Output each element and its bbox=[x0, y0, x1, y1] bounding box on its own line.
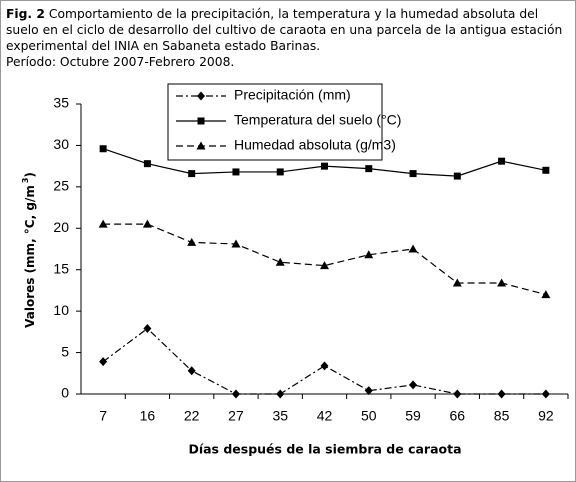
marker bbox=[497, 389, 506, 399]
marker bbox=[320, 261, 329, 270]
marker bbox=[197, 91, 205, 101]
y-label-part: Valores (mm, °C, g/m bbox=[23, 185, 37, 328]
marker bbox=[276, 389, 285, 399]
marker bbox=[187, 366, 196, 376]
legend-label: Humedad absoluta (g/m3) bbox=[234, 137, 396, 153]
y-label-sup: 3 bbox=[21, 178, 30, 184]
marker bbox=[321, 162, 328, 170]
marker bbox=[409, 380, 418, 390]
x-tick-label: 85 bbox=[494, 408, 510, 424]
y-tick-label: 0 bbox=[61, 385, 69, 401]
y-axis-label: Valores (mm, °C, g/m3) bbox=[21, 172, 37, 328]
series-line bbox=[103, 223, 547, 296]
x-tick-label: 66 bbox=[450, 408, 466, 424]
x-axis-label: Días después de la siembra de caraota bbox=[188, 442, 461, 457]
marker bbox=[98, 219, 108, 228]
x-tick-label: 7 bbox=[99, 408, 107, 424]
x-tick-label: 22 bbox=[184, 408, 200, 424]
marker bbox=[188, 170, 196, 178]
caption: Fig. 2 Comportamiento de la precipitació… bbox=[6, 6, 572, 70]
y-label-part: ) bbox=[23, 172, 37, 177]
y-tick-label: 25 bbox=[53, 178, 69, 194]
legend-label: Temperatura del suelo (°C) bbox=[234, 112, 401, 128]
marker bbox=[364, 250, 374, 259]
marker bbox=[453, 172, 461, 180]
marker bbox=[320, 361, 329, 371]
legend-label: Precipitación (mm) bbox=[234, 87, 351, 103]
x-tick-label: 16 bbox=[140, 408, 156, 424]
marker bbox=[409, 170, 417, 178]
marker bbox=[197, 117, 205, 125]
marker bbox=[452, 278, 462, 287]
caption-text: Comportamiento de la precipitación, la t… bbox=[6, 7, 563, 53]
marker bbox=[542, 166, 550, 174]
marker bbox=[275, 257, 285, 266]
y-tick-label: 15 bbox=[53, 260, 69, 276]
x-tick-label: 35 bbox=[272, 408, 288, 424]
marker bbox=[196, 141, 206, 150]
marker bbox=[541, 389, 550, 399]
series-line bbox=[102, 327, 546, 395]
x-tick-label: 42 bbox=[317, 408, 333, 424]
marker bbox=[365, 165, 373, 173]
marker bbox=[99, 145, 107, 153]
x-tick-label: 27 bbox=[228, 408, 244, 424]
x-tick-label: 92 bbox=[538, 408, 554, 424]
marker bbox=[142, 219, 152, 228]
x-tick-label: 50 bbox=[361, 408, 377, 424]
marker bbox=[143, 160, 151, 168]
marker bbox=[187, 237, 197, 246]
marker bbox=[541, 290, 551, 299]
y-tick-label: 35 bbox=[53, 95, 69, 111]
marker bbox=[231, 239, 241, 248]
y-tick-label: 20 bbox=[53, 219, 69, 235]
marker bbox=[143, 324, 152, 334]
y-tick-label: 30 bbox=[53, 136, 69, 152]
y-tick-label: 5 bbox=[61, 343, 69, 359]
marker bbox=[498, 157, 506, 165]
marker bbox=[276, 168, 284, 176]
marker bbox=[99, 357, 108, 367]
marker bbox=[408, 244, 418, 253]
marker bbox=[497, 278, 507, 287]
marker bbox=[232, 168, 240, 176]
x-tick-label: 59 bbox=[405, 408, 421, 424]
marker bbox=[453, 389, 462, 399]
marker bbox=[231, 389, 240, 399]
caption-label: Fig. 2 bbox=[6, 7, 45, 21]
y-tick-label: 10 bbox=[53, 302, 69, 318]
marker bbox=[364, 386, 373, 396]
caption-period: Período: Octubre 2007-Febrero 2008. bbox=[6, 55, 235, 69]
